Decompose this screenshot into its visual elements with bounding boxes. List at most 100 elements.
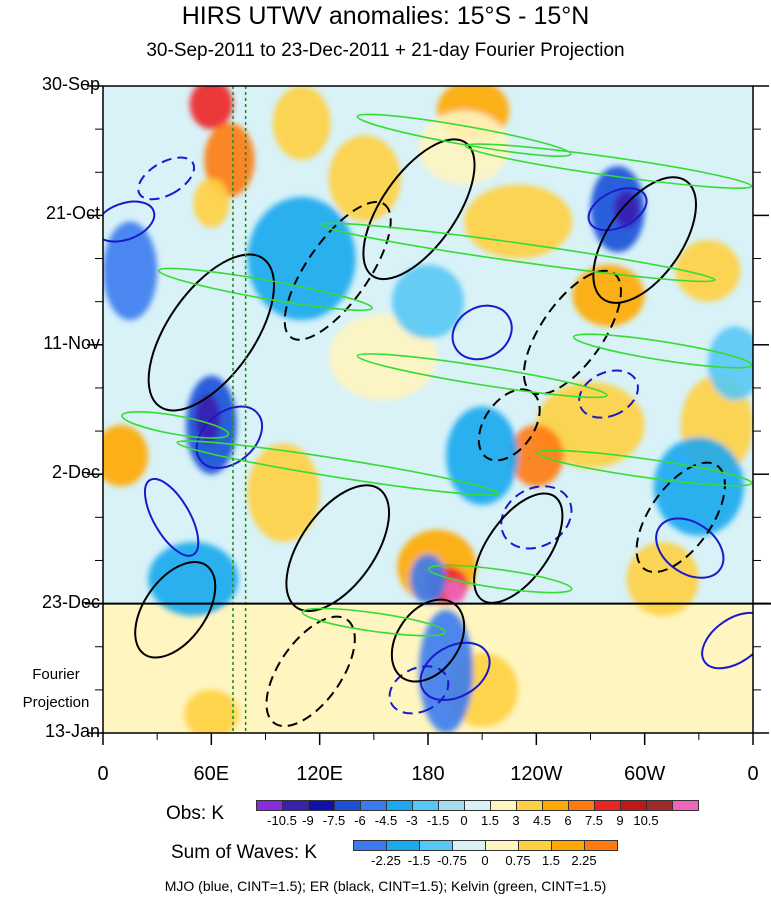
colorbar-swatch [438,800,465,811]
colorbar-swatch [584,840,618,851]
kelvin-contour [158,267,373,312]
anomaly-blob [464,184,573,259]
anomaly-blob [189,86,233,130]
x-tick-label: 180 [411,763,445,785]
mjo-contour [451,304,513,361]
wave-contours [103,113,753,728]
kelvin-contour [536,449,753,487]
colorbar-swatch [308,800,335,811]
anomaly-blob [444,578,466,604]
anomaly-field [103,86,753,733]
x-tick-label: 0 [97,763,109,785]
er-contour [635,461,726,574]
anomaly-blob [184,689,239,733]
mjo-contour [419,641,491,702]
colorbar-tick-label: 0 [481,853,489,868]
colorbar-tick-label: -10.5 [267,813,297,828]
mjo-contour [137,156,196,201]
anomaly-blob [707,326,753,401]
anomaly-blob [272,86,331,160]
waves-legend-title: Sum of Waves: K [171,842,318,863]
colorbar-tick-label: 3 [512,813,520,828]
y-tick-label: 23-Dec [41,591,100,612]
mjo-contour [143,477,200,557]
er-contour [592,176,697,304]
anomaly-blob [446,406,519,506]
colorbar-tick-label: -9 [302,813,314,828]
colorbar-tick-label: 10.5 [633,813,659,828]
colorbar-tick-label: 1.5 [480,813,500,828]
anomaly-blob [193,609,302,672]
colorbar-tick-label: 1.5 [541,853,561,868]
kelvin-contour [320,222,716,283]
anomaly-blob [675,240,741,302]
anomaly-blob [418,609,474,733]
plot-axes [85,85,771,745]
anomaly-blob [247,443,320,542]
footer-note: MJO (blue, CINT=1.5); ER (black, CINT=1.… [164,878,607,894]
anomaly-blob [148,541,239,616]
er-contour [473,492,564,604]
y-tick-label: 30-Sep [41,74,100,94]
colorbar-tick-label: 9 [616,813,624,828]
mjo-contour [103,200,156,243]
colorbar-swatch [334,800,361,811]
colorbar-tick-label: -0.75 [437,853,467,868]
mjo-contour [388,665,450,715]
kelvin-contour [572,333,753,369]
colorbar-tick-label: 2.25 [571,853,597,868]
er-contour [134,561,217,659]
colorbar-swatch [485,840,519,851]
mjo-contour [195,405,264,469]
y-tick-label: 2-Dec [51,462,100,483]
projection-note-line1: Fourier [32,666,80,683]
mjo-contour [655,517,725,579]
colorbar-swatch [353,840,387,851]
colorbar-swatch [551,840,585,851]
kelvin-contour [464,143,753,189]
anomaly-blob [103,221,158,321]
colorbar-tick-label: -6 [354,813,366,828]
anomaly-blob [204,122,255,197]
colorbar-tick-label: 4.5 [532,813,552,828]
colorbar-swatch [419,840,453,851]
mjo-contour [701,611,753,670]
anomaly-blob [572,264,645,327]
mjo-contour [578,369,639,419]
kelvin-contour [427,564,573,594]
colorbar-swatch [412,800,439,811]
x-tick-label: 120W [510,763,563,785]
colorbar-swatch [672,800,699,811]
colorbar-tick-label: 7.5 [584,813,604,828]
kelvin-contour [356,113,572,157]
colorbar-swatch [452,840,486,851]
x-tick-label: 60W [624,763,666,785]
mjo-contour [587,187,648,232]
colorbar-swatch [282,800,309,811]
y-tick-label: 13-Jan [44,721,100,741]
colorbar-swatch [464,800,491,811]
colorbar-swatch [518,840,552,851]
anomaly-blob [328,313,438,401]
anomaly-blob [509,424,564,487]
colorbar-swatch [542,800,569,811]
er-contour [285,484,391,612]
colorbar-swatch [256,800,283,811]
colorbar-tick-label: 0.75 [505,853,531,868]
anomaly-blob [418,110,510,185]
colorbar-swatch [568,800,595,811]
kelvin-contour [176,440,500,496]
projection-note-line2: Projection [22,694,90,711]
colorbar-tick-label: -3 [406,813,418,828]
colorbar-tick-label: -1.5 [426,813,450,828]
colorbar-swatch [360,800,387,811]
obs-legend-title: Obs: K [166,803,225,824]
anomaly-blob [554,671,735,733]
er-contour [362,138,476,281]
chart-subtitle: 30-Sep-2011 to 23-Dec-2011 + 21-day Four… [146,40,625,61]
y-tick-label: 11-Nov [43,332,100,353]
kelvin-contour [121,411,230,439]
mjo-contour [500,485,573,550]
x-tick-label: 0 [747,763,759,785]
